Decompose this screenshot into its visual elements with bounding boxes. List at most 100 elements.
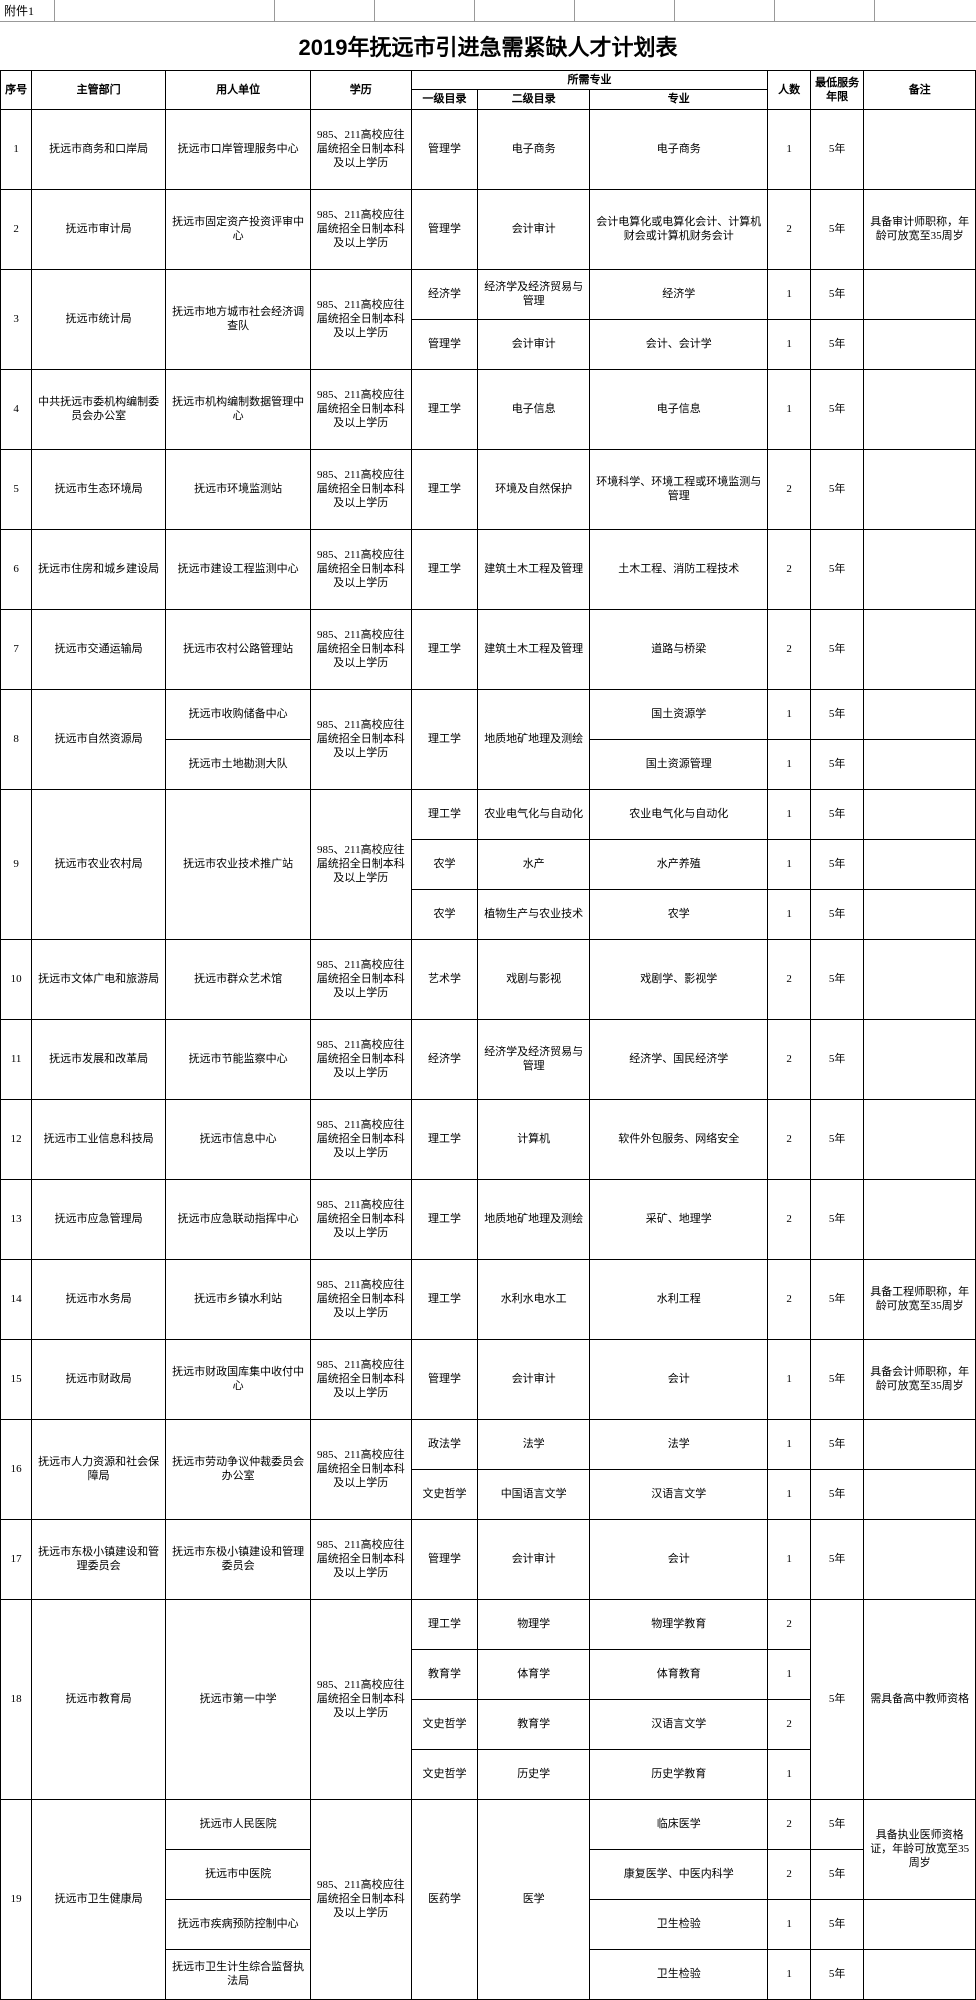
cell-cat2: 计算机 xyxy=(478,1099,590,1179)
cell-dept: 抚远市东极小镇建设和管理委员会 xyxy=(32,1519,166,1599)
cell-edu: 985、211高校应往届统招全日制本科及以上学历 xyxy=(311,1419,411,1519)
cell-cat1: 经济学 xyxy=(411,1019,478,1099)
cell-years: 5年 xyxy=(810,269,864,319)
cell-major: 国土资源学 xyxy=(589,689,768,739)
cell-major: 临床医学 xyxy=(589,1799,768,1849)
cell-note: 具备审计师职称，年龄可放宽至35周岁 xyxy=(864,189,976,269)
cell-cat1: 艺术学 xyxy=(411,939,478,1019)
cell-count: 2 xyxy=(768,1799,810,1849)
cell-cat2: 会计审计 xyxy=(478,189,590,269)
cell-seq: 12 xyxy=(1,1099,32,1179)
cell-count: 1 xyxy=(768,689,810,739)
cell-seq: 3 xyxy=(1,269,32,369)
attachment-label: 附件1 xyxy=(0,0,55,21)
table-row: 19抚远市卫生健康局抚远市人民医院985、211高校应往届统招全日制本科及以上学… xyxy=(1,1799,976,1849)
cell-count: 1 xyxy=(768,1519,810,1599)
cell-count: 1 xyxy=(768,369,810,449)
cell-edu: 985、211高校应往届统招全日制本科及以上学历 xyxy=(311,369,411,449)
cell-note xyxy=(864,889,976,939)
cell-count: 1 xyxy=(768,889,810,939)
cell-seq: 16 xyxy=(1,1419,32,1519)
table-row: 18抚远市教育局抚远市第一中学985、211高校应往届统招全日制本科及以上学历理… xyxy=(1,1599,976,1649)
cell-cat2: 中国语言文学 xyxy=(478,1469,590,1519)
cell-years: 5年 xyxy=(810,1419,864,1469)
cell-unit: 抚远市财政国库集中收付中心 xyxy=(166,1339,311,1419)
table-row: 16抚远市人力资源和社会保障局抚远市劳动争议仲裁委员会办公室985、211高校应… xyxy=(1,1419,976,1469)
cell-unit: 抚远市机构编制数据管理中心 xyxy=(166,369,311,449)
th-unit: 用人单位 xyxy=(166,71,311,110)
cell-major: 卫生检验 xyxy=(589,1899,768,1949)
cell-major: 经济学、国民经济学 xyxy=(589,1019,768,1099)
cell-seq: 13 xyxy=(1,1179,32,1259)
cell-major: 土木工程、消防工程技术 xyxy=(589,529,768,609)
cell-count: 1 xyxy=(768,269,810,319)
cell-note xyxy=(864,1519,976,1599)
th-count: 人数 xyxy=(768,71,810,110)
cell-cat2: 经济学及经济贸易与管理 xyxy=(478,269,590,319)
cell-major: 戏剧学、影视学 xyxy=(589,939,768,1019)
cell-years: 5年 xyxy=(810,109,864,189)
th-seq: 序号 xyxy=(1,71,32,110)
cell-cat1: 理工学 xyxy=(411,449,478,529)
cell-cat1: 管理学 xyxy=(411,1519,478,1599)
cell-dept: 抚远市农业农村局 xyxy=(32,789,166,939)
th-edu: 学历 xyxy=(311,71,411,110)
cell-unit: 抚远市节能监察中心 xyxy=(166,1019,311,1099)
cell-count: 1 xyxy=(768,1339,810,1419)
cell-years: 5年 xyxy=(810,449,864,529)
cell-dept: 抚远市水务局 xyxy=(32,1259,166,1339)
cell-cat1: 理工学 xyxy=(411,689,478,789)
cell-note xyxy=(864,1899,976,1949)
cell-seq: 5 xyxy=(1,449,32,529)
cell-edu: 985、211高校应往届统招全日制本科及以上学历 xyxy=(311,1179,411,1259)
cell-unit: 抚远市建设工程监测中心 xyxy=(166,529,311,609)
cell-dept: 抚远市审计局 xyxy=(32,189,166,269)
cell-dept: 抚远市自然资源局 xyxy=(32,689,166,789)
cell-cat1: 理工学 xyxy=(411,1259,478,1339)
cell-years: 5年 xyxy=(810,189,864,269)
cell-unit: 抚远市固定资产投资评审中心 xyxy=(166,189,311,269)
cell-dept: 抚远市工业信息科技局 xyxy=(32,1099,166,1179)
cell-major: 体育教育 xyxy=(589,1649,768,1699)
cell-seq: 14 xyxy=(1,1259,32,1339)
cell-major: 汉语言文学 xyxy=(589,1699,768,1749)
cell-cat1: 理工学 xyxy=(411,1099,478,1179)
cell-major: 水产养殖 xyxy=(589,839,768,889)
cell-dept: 抚远市统计局 xyxy=(32,269,166,369)
table-row: 10抚远市文体广电和旅游局抚远市群众艺术馆985、211高校应往届统招全日制本科… xyxy=(1,939,976,1019)
cell-years: 5年 xyxy=(810,1599,864,1799)
cell-count: 1 xyxy=(768,319,810,369)
cell-count: 1 xyxy=(768,839,810,889)
plan-table: 序号 主管部门 用人单位 学历 所需专业 人数 最低服务年限 备注 一级目录 二… xyxy=(0,70,976,2000)
cell-note: 具备工程师职称，年龄可放宽至35周岁 xyxy=(864,1259,976,1339)
th-major: 专业 xyxy=(589,90,768,109)
cell-seq: 15 xyxy=(1,1339,32,1419)
th-major-group: 所需专业 xyxy=(411,71,768,90)
cell-count: 2 xyxy=(768,939,810,1019)
cell-dept: 抚远市文体广电和旅游局 xyxy=(32,939,166,1019)
cell-seq: 17 xyxy=(1,1519,32,1599)
cell-unit: 抚远市卫生计生综合监督执法局 xyxy=(166,1949,311,1999)
cell-cat1: 农学 xyxy=(411,889,478,939)
cell-major: 电子信息 xyxy=(589,369,768,449)
cell-cat2: 历史学 xyxy=(478,1749,590,1799)
cell-years: 5年 xyxy=(810,689,864,739)
cell-unit: 抚远市乡镇水利站 xyxy=(166,1259,311,1339)
cell-seq: 18 xyxy=(1,1599,32,1799)
cell-cat2: 环境及自然保护 xyxy=(478,449,590,529)
cell-edu: 985、211高校应往届统招全日制本科及以上学历 xyxy=(311,1339,411,1419)
cell-cat2: 农业电气化与自动化 xyxy=(478,789,590,839)
cell-count: 2 xyxy=(768,1019,810,1099)
table-row: 12抚远市工业信息科技局抚远市信息中心985、211高校应往届统招全日制本科及以… xyxy=(1,1099,976,1179)
cell-dept: 抚远市卫生健康局 xyxy=(32,1799,166,1999)
cell-unit: 抚远市土地勘测大队 xyxy=(166,739,311,789)
cell-cat2: 水利水电水工 xyxy=(478,1259,590,1339)
cell-dept: 抚远市住房和城乡建设局 xyxy=(32,529,166,609)
cell-cat2: 经济学及经济贸易与管理 xyxy=(478,1019,590,1099)
cell-cat1: 理工学 xyxy=(411,789,478,839)
cell-note xyxy=(864,1179,976,1259)
cell-years: 5年 xyxy=(810,1019,864,1099)
cell-years: 5年 xyxy=(810,1099,864,1179)
cell-cat1: 管理学 xyxy=(411,189,478,269)
cell-unit: 抚远市口岸管理服务中心 xyxy=(166,109,311,189)
